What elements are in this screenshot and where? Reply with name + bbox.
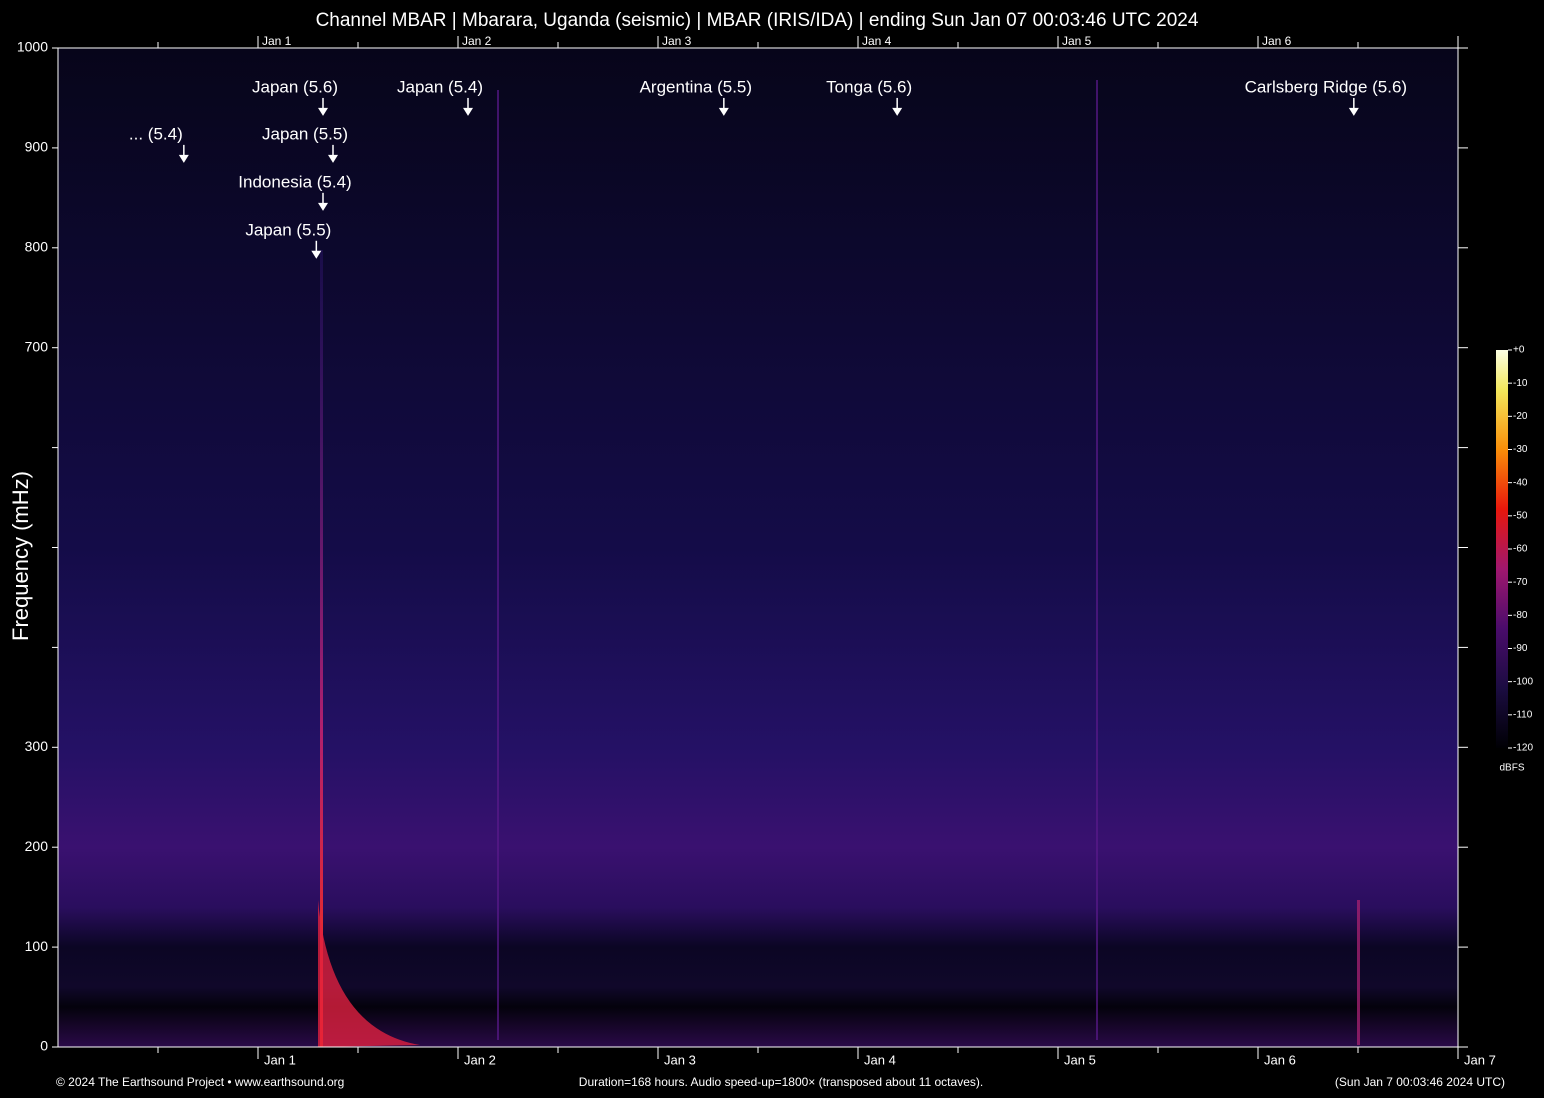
annotation-label: Tonga (5.6) xyxy=(826,77,912,96)
annotation-label: Japan (5.4) xyxy=(397,77,483,96)
x-tick-label: Jan 1 xyxy=(264,1052,296,1067)
colorbar-tick-label: -100 xyxy=(1513,676,1533,687)
annotation-arrowhead xyxy=(892,107,903,116)
colorbar-tick-label: -40 xyxy=(1513,477,1528,488)
annotation-arrowhead xyxy=(318,107,328,116)
colorbar-tick-label: -60 xyxy=(1513,544,1528,555)
colorbar-tick-label: -70 xyxy=(1513,577,1528,588)
annotation-label: Indonesia (5.4) xyxy=(238,172,351,191)
x-tick-label: Jan 5 xyxy=(1064,1052,1096,1067)
annotation-label: Japan (5.5) xyxy=(245,220,331,239)
x-tick-label: Jan 6 xyxy=(1264,1052,1296,1067)
y-tick-label: 0 xyxy=(40,1038,48,1054)
annotation-label: Japan (5.5) xyxy=(262,124,348,143)
annotation-arrowhead xyxy=(328,154,338,163)
x-tick-label-top: Jan 5 xyxy=(1062,34,1092,48)
x-tick-label: Jan 3 xyxy=(664,1052,696,1067)
x-tick-label-top: Jan 3 xyxy=(662,34,692,48)
annotation-label: Japan (5.6) xyxy=(252,77,338,96)
colorbar-tick-label: -10 xyxy=(1513,378,1528,389)
x-tick-label-top: Jan 6 xyxy=(1262,34,1292,48)
x-tick-label-top: Jan 2 xyxy=(462,34,492,48)
y-tick-label: 100 xyxy=(25,938,49,954)
x-tick-label: Jan 2 xyxy=(464,1052,496,1067)
annotation-label: ... (5.4) xyxy=(129,124,183,143)
x-tick-label: Jan 7 xyxy=(1464,1052,1496,1067)
colorbar-tick-label: -90 xyxy=(1513,643,1528,654)
y-tick-label: 700 xyxy=(25,338,49,354)
y-axis-label: Frequency (mHz) xyxy=(8,471,33,641)
annotation-arrowhead xyxy=(1348,107,1359,116)
colorbar-label: dBFS xyxy=(1499,763,1524,774)
chart-title: Channel MBAR | Mbarara, Uganda (seismic)… xyxy=(316,10,1199,31)
spectrogram-image xyxy=(58,48,1458,1047)
y-tick-label: 300 xyxy=(25,738,49,754)
colorbar xyxy=(1496,350,1508,748)
colorbar-tick-label: +0 xyxy=(1513,345,1525,356)
footer-center: Duration=168 hours. Audio speed-up=1800×… xyxy=(579,1075,983,1089)
annotation-arrowhead xyxy=(178,154,189,163)
annotation-label: Carlsberg Ridge (5.6) xyxy=(1245,77,1408,96)
x-tick-label-top: Jan 4 xyxy=(862,34,892,48)
footer-right: (Sun Jan 7 00:03:46 2024 UTC) xyxy=(1335,1075,1505,1089)
annotation-arrowhead xyxy=(318,202,328,211)
colorbar-tick-label: -110 xyxy=(1513,709,1533,720)
y-tick-label: 900 xyxy=(25,139,49,155)
footer-left: © 2024 The Earthsound Project • www.eart… xyxy=(56,1075,344,1089)
annotation-label: Argentina (5.5) xyxy=(640,77,752,96)
colorbar-tick-label: -50 xyxy=(1513,510,1528,521)
colorbar-tick-label: -30 xyxy=(1513,444,1528,455)
y-tick-label: 800 xyxy=(25,239,49,255)
annotation-arrowhead xyxy=(718,107,729,116)
x-tick-label-top: Jan 1 xyxy=(262,34,292,48)
colorbar-tick-label: -20 xyxy=(1513,411,1528,422)
annotation-arrowhead xyxy=(311,250,322,259)
colorbar-tick-label: -80 xyxy=(1513,610,1528,621)
y-tick-label: 1000 xyxy=(17,39,48,55)
x-tick-label: Jan 4 xyxy=(864,1052,896,1067)
y-tick-label: 200 xyxy=(25,838,49,854)
annotation-arrowhead xyxy=(463,107,473,116)
colorbar-tick-label: -120 xyxy=(1513,743,1533,754)
